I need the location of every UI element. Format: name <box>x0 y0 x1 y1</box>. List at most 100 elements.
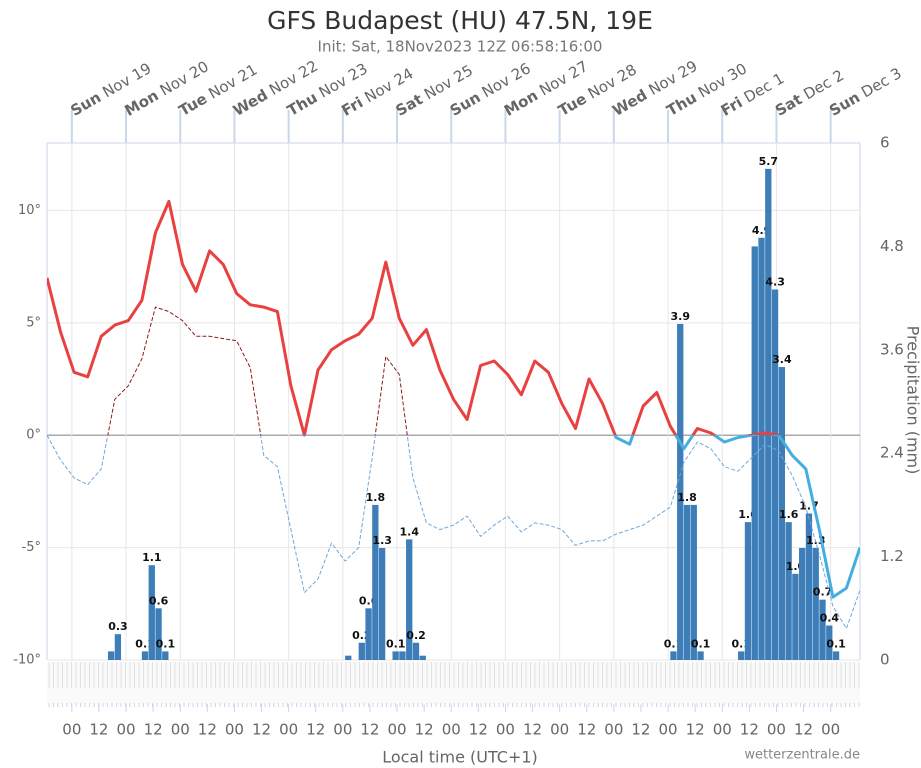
day-weekday: Mon <box>501 86 541 120</box>
day-weekday: Wed <box>230 85 271 119</box>
bar-value-label: 0.1 <box>156 637 176 650</box>
x-tick-label: 12 <box>198 721 217 739</box>
y-tick-label: -5° <box>22 540 41 555</box>
y-tick-label: 5° <box>26 315 41 330</box>
x-tick-label: 12 <box>686 721 705 739</box>
x-tick-label: 12 <box>415 721 434 739</box>
bar-value-label: 0.7 <box>813 586 833 599</box>
x-tick-label: 00 <box>713 721 732 739</box>
y2-tick-label: 0 <box>880 651 890 669</box>
y2-tick-label: 2.4 <box>880 444 904 462</box>
x-tick-label: 12 <box>740 721 759 739</box>
precip-bar <box>141 651 149 660</box>
precip-bar <box>155 608 162 660</box>
bar-value-label: 3.4 <box>772 353 792 366</box>
precip-bar <box>412 642 420 660</box>
precip-bar <box>805 513 813 660</box>
x-axis-title: Local time (UTC+1) <box>382 748 538 767</box>
x-tick-label: 12 <box>469 721 488 739</box>
y2-tick-label: 1.2 <box>880 547 904 565</box>
precip-bar <box>378 547 386 660</box>
bar-value-label: 1.1 <box>142 551 162 564</box>
precip-bar <box>819 599 826 660</box>
precip-bar <box>758 237 765 661</box>
x-tick-label: 00 <box>604 721 623 739</box>
bar-value-label: 0.1 <box>826 637 846 650</box>
precip-bar <box>148 565 155 660</box>
bar-value-label: 0.3 <box>108 620 128 633</box>
bar-value-label: 5.7 <box>759 155 779 168</box>
x-tick-label: 00 <box>496 721 515 739</box>
precip-bar <box>392 651 399 660</box>
y2-axis-title: Precipitation (mm) <box>904 326 921 475</box>
day-weekday: Sun <box>446 88 483 120</box>
precip-bar <box>778 367 785 660</box>
precip-bar <box>114 634 122 660</box>
day-weekday: Wed <box>609 85 650 119</box>
day-weekday: Sun <box>67 88 104 120</box>
bar-value-label: 1.8 <box>366 491 386 504</box>
x-tick-label: 00 <box>225 721 244 739</box>
bar-value-label: 0.6 <box>149 594 169 607</box>
chart-subtitle: Init: Sat, 18Nov2023 12Z 06:58:16:00 <box>318 38 603 56</box>
y-tick-label: -10° <box>13 653 41 668</box>
precip-bar <box>690 504 697 660</box>
precip-bar <box>771 289 779 660</box>
precip-bar <box>832 651 840 660</box>
bar-value-label: 0.1 <box>386 637 406 650</box>
precip-bar <box>792 573 799 660</box>
credit: wetterzentrale.de <box>744 748 860 763</box>
day-weekday: Sun <box>826 88 863 120</box>
x-tick-label: 12 <box>144 721 163 739</box>
precip-bar <box>419 655 426 660</box>
precip-bar <box>812 547 819 660</box>
precip-bar <box>744 522 752 660</box>
y2-tick-label: 4.8 <box>880 237 904 255</box>
day-weekday: Thu <box>284 88 320 119</box>
precip-bar <box>826 625 833 660</box>
line-above <box>47 306 408 435</box>
bar-value-label: 0.2 <box>406 629 426 642</box>
precip-bar <box>799 547 806 660</box>
y-tick-label: 10° <box>18 203 41 218</box>
x-tick-label: 12 <box>794 721 813 739</box>
precip-bar <box>738 651 745 660</box>
y2-tick-label: 6 <box>880 134 890 152</box>
day-date: Dec 3 <box>858 64 905 101</box>
line-below <box>47 435 860 629</box>
x-tick-label: 00 <box>333 721 352 739</box>
x-tick-label: 00 <box>279 721 298 739</box>
line-above <box>47 199 781 435</box>
precip-bar <box>670 651 677 660</box>
precip-bar <box>677 323 684 660</box>
bar-value-label: 3.9 <box>671 310 691 323</box>
x-tick-label: 12 <box>306 721 325 739</box>
bar-value-label: 4.3 <box>765 275 785 288</box>
bar-value-label: 1.8 <box>677 491 697 504</box>
bar-value-label: 1.3 <box>372 534 392 547</box>
x-tick-label: 12 <box>360 721 379 739</box>
day-weekday: Mon <box>121 86 161 120</box>
x-tick-label: 00 <box>550 721 569 739</box>
x-tick-label: 00 <box>171 721 190 739</box>
bar-value-label: 0.4 <box>820 612 840 625</box>
precip-bar <box>406 539 413 660</box>
precip-bar <box>697 651 704 660</box>
precip-bar <box>399 651 406 660</box>
bar-value-label: 1.4 <box>400 525 420 538</box>
precip-bar <box>785 522 792 660</box>
day-weekday: Thu <box>663 88 699 119</box>
chart-title: GFS Budapest (HU) 47.5N, 19E <box>267 6 653 35</box>
y2-tick-label: 3.6 <box>880 340 904 358</box>
precip-bar <box>372 504 379 660</box>
x-tick-label: 12 <box>631 721 650 739</box>
x-tick-label: 00 <box>821 721 840 739</box>
x-tick-label: 00 <box>62 721 81 739</box>
bar-value-label: 0.1 <box>691 637 711 650</box>
x-tick-label: 12 <box>577 721 596 739</box>
x-tick-label: 00 <box>387 721 406 739</box>
precip-bar <box>107 651 115 660</box>
x-tick-label: 00 <box>116 721 135 739</box>
precip-bar <box>358 642 365 660</box>
